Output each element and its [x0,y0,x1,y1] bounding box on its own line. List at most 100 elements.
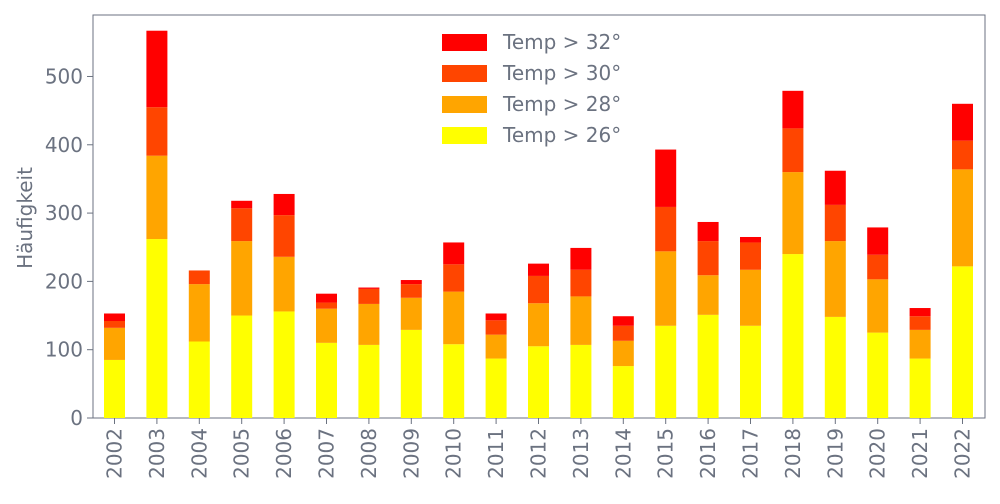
y-tick-label: 300 [45,201,83,225]
x-tick-label: 2005 [230,428,254,479]
bar-segment-2006-series-2 [273,256,295,312]
bar-segment-2007-series-3 [316,302,337,309]
bar-segment-2003-series-4 [146,30,168,108]
bar-segment-2004-series-1 [188,341,210,418]
bar-segment-2010-series-4 [443,242,465,265]
bar-segment-2009-series-4 [400,280,422,285]
x-tick-label: 2012 [527,428,551,479]
bar-segment-2012-series-4 [528,263,549,276]
bar-segment-2007-series-1 [316,342,337,418]
bar-segment-2016-series-1 [697,314,719,418]
bar-segment-2021-series-4 [909,308,931,317]
bar-segment-2015-series-4 [655,149,677,207]
x-tick-label: 2010 [442,428,466,479]
x-tick-label: 2016 [696,428,720,479]
bars-layer [104,30,973,418]
bar-segment-2011-series-1 [485,358,507,418]
x-tick-label: 2011 [484,428,508,479]
y-axis: 0 100 200 300 400 500 [45,64,93,430]
x-tick-label: 2022 [951,428,975,479]
x-tick-label: 2021 [908,428,932,479]
bar-segment-2006-series-4 [273,193,295,216]
legend-swatch [442,65,487,82]
x-tick-label: 2017 [739,428,763,479]
bar-segment-2005-series-1 [231,315,253,418]
bar-segment-2018-series-1 [782,254,804,418]
y-tick-label: 200 [45,269,83,293]
x-tick-label: 2004 [187,428,211,479]
x-tick-label: 2007 [315,428,339,479]
bar-segment-2016-series-4 [697,221,719,242]
bar-segment-2015-series-1 [655,325,677,418]
bar-segment-2008-series-4 [358,287,380,289]
bar-segment-2018-series-2 [782,172,804,255]
bar-segment-2017-series-3 [740,242,761,270]
legend-label: Temp > 30° [502,61,621,85]
bar-segment-2004-series-2 [188,284,210,342]
bar-segment-2019-series-1 [824,316,846,418]
x-tick-label: 2008 [357,428,381,479]
bar-segment-2011-series-2 [485,334,507,359]
bar-segment-2020-series-2 [867,279,889,333]
legend-label: Temp > 26° [502,123,621,147]
bar-segment-2015-series-2 [655,251,677,326]
x-tick-label: 2020 [866,428,890,479]
bar-segment-2014-series-2 [612,340,634,367]
bar-segment-2021-series-2 [909,329,931,359]
bar-segment-2007-series-4 [316,293,337,303]
bar-segment-2009-series-2 [400,297,422,330]
bar-segment-2002-series-2 [104,327,125,360]
bar-segment-2013-series-4 [570,247,592,270]
y-tick-label: 400 [45,133,83,157]
bar-segment-2022-series-4 [952,103,973,141]
bar-segment-2012-series-1 [528,346,549,418]
legend-swatch [442,96,487,113]
y-tick-label: 0 [70,406,83,430]
bar-segment-2019-series-2 [824,241,846,317]
legend-swatch [442,34,487,51]
bar-segment-2010-series-2 [443,291,465,345]
bar-segment-2017-series-2 [740,269,761,326]
bar-segment-2013-series-2 [570,296,592,345]
bar-segment-2017-series-4 [740,236,761,243]
bar-segment-2015-series-3 [655,206,677,252]
x-tick-label: 2003 [145,428,169,479]
legend: Temp > 32° Temp > 30° Temp > 28° Temp > 26° [442,30,621,147]
bar-segment-2008-series-2 [358,303,380,345]
bar-segment-2012-series-2 [528,303,549,347]
bar-segment-2014-series-3 [612,325,634,341]
legend-label: Temp > 32° [502,30,621,54]
bar-segment-2006-series-1 [273,311,295,418]
bar-segment-2017-series-1 [740,325,761,418]
bar-segment-2011-series-4 [485,313,507,321]
bar-segment-2020-series-3 [867,254,889,280]
x-tick-label: 2019 [823,428,847,479]
bar-segment-2012-series-3 [528,275,549,304]
bar-segment-2021-series-3 [909,316,931,330]
bar-segment-2016-series-2 [697,275,719,315]
bar-segment-2008-series-1 [358,344,380,418]
bar-segment-2011-series-3 [485,320,507,335]
bar-segment-2013-series-1 [570,344,592,418]
y-axis-label: Häufigkeit [13,167,37,269]
x-tick-label: 2002 [103,428,127,479]
bar-segment-2003-series-1 [146,239,168,418]
bar-segment-2020-series-4 [867,227,889,255]
bar-segment-2022-series-3 [952,140,973,170]
legend-swatch [442,127,487,144]
bar-segment-2004-series-3 [188,270,210,285]
x-tick-label: 2009 [399,428,423,479]
bar-segment-2002-series-1 [104,359,125,418]
bar-segment-2009-series-1 [400,329,422,418]
bar-segment-2018-series-4 [782,90,804,129]
bar-segment-2022-series-1 [952,266,973,418]
bar-segment-2019-series-4 [824,170,846,205]
bar-segment-2020-series-1 [867,332,889,418]
x-tick-label: 2014 [611,428,635,479]
bar-segment-2002-series-3 [104,321,125,328]
bar-segment-2009-series-3 [400,284,422,298]
y-tick-label: 100 [45,338,83,362]
legend-label: Temp > 28° [502,92,621,116]
